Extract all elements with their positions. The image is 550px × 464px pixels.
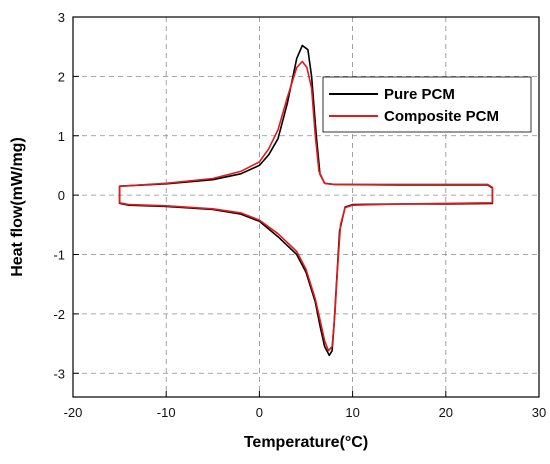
y-tick-label: 2: [58, 69, 65, 84]
series-group: [118, 44, 494, 357]
legend-label-pure-pcm: Pure PCM: [384, 86, 455, 103]
y-tick-label: -3: [53, 366, 65, 381]
y-axis-title: Heat flow(mW/mg): [9, 137, 26, 277]
grid-lines: [73, 17, 539, 397]
plot-frame: [72, 16, 540, 398]
x-tick-label: -10: [157, 405, 176, 420]
y-tick-label: -2: [53, 307, 65, 322]
y-tick-label: 0: [58, 188, 65, 203]
y-tick-labels: -3 -2 -1 0 1 2 3: [53, 10, 65, 381]
series-line-composite-pcm: [118, 60, 494, 352]
y-tick-label: -1: [53, 248, 65, 263]
x-tick-label: 30: [532, 405, 546, 420]
legend-label-composite-pcm: Composite PCM: [384, 108, 499, 125]
x-tick-label: 20: [439, 405, 453, 420]
tick-marks: [72, 16, 540, 397]
x-tick-labels: -20 -10 0 10 20 30: [64, 405, 547, 420]
x-axis-title: Temperature(°C): [244, 434, 368, 451]
y-tick-label: 3: [58, 10, 65, 25]
x-tick-label: -20: [64, 405, 83, 420]
y-tick-label: 1: [58, 129, 65, 144]
x-tick-label: 0: [256, 405, 263, 420]
legend: Pure PCM Composite PCM: [322, 76, 532, 133]
legend-box: [322, 76, 532, 133]
x-tick-label: 10: [345, 405, 359, 420]
